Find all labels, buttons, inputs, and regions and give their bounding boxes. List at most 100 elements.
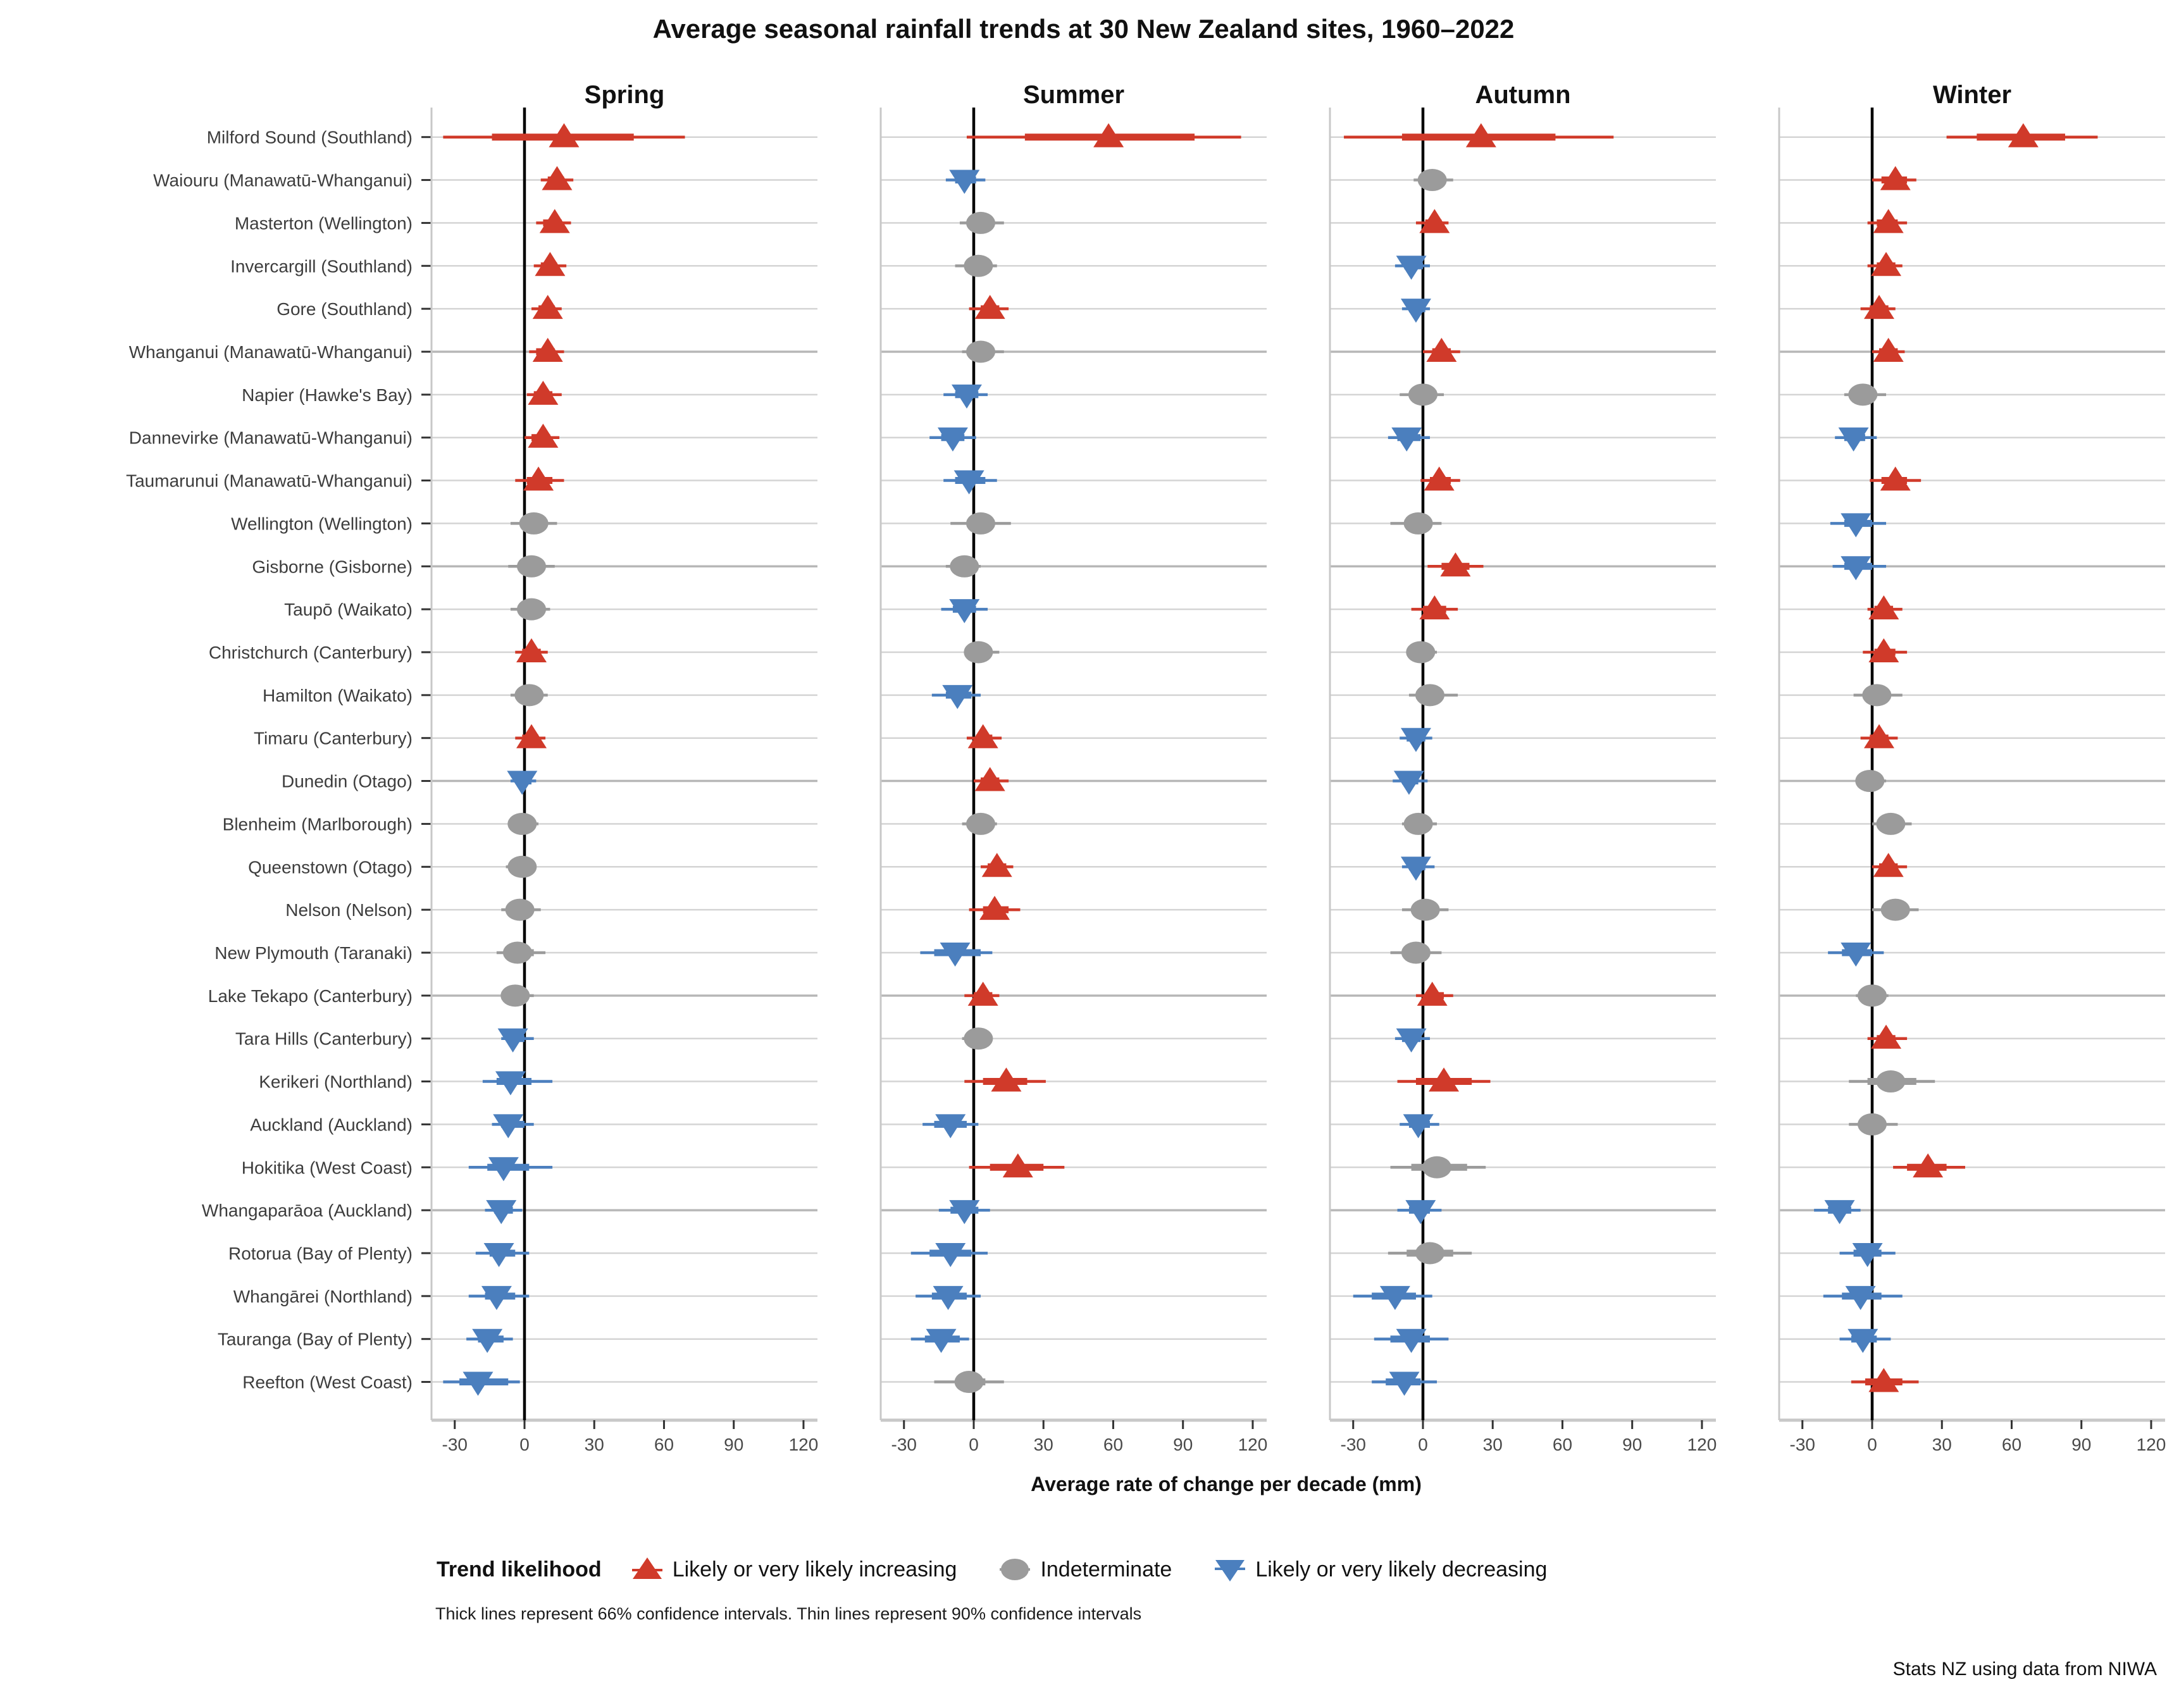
trend-marker-increasing xyxy=(532,337,563,362)
x-tick-label: 60 xyxy=(654,1435,674,1454)
trend-marker-increasing xyxy=(539,209,570,233)
x-tick-label: 60 xyxy=(2002,1435,2021,1454)
trend-marker-indeterminate xyxy=(1876,812,1906,835)
trend-marker-increasing xyxy=(1426,337,1457,362)
trend-marker-indeterminate xyxy=(966,211,996,234)
trend-marker-increasing xyxy=(1873,337,1904,362)
trend-marker-decreasing xyxy=(949,599,980,624)
x-tick-label: 120 xyxy=(789,1435,819,1454)
trend-marker-decreasing xyxy=(1838,427,1869,452)
trend-marker-increasing xyxy=(967,981,998,1006)
site-label: Timaru (Canterbury) xyxy=(254,729,413,748)
trend-marker-increasing xyxy=(1868,595,1899,620)
trend-marker-indeterminate xyxy=(1403,812,1433,835)
trend-marker-decreasing xyxy=(1845,1285,1876,1310)
x-tick-label: 90 xyxy=(724,1435,743,1454)
trend-marker-decreasing xyxy=(940,942,971,967)
x-tick-label: 120 xyxy=(2137,1435,2166,1454)
trend-marker-indeterminate xyxy=(1408,383,1437,406)
trend-marker-indeterminate xyxy=(966,340,996,363)
trend-marker-indeterminate xyxy=(1855,770,1885,793)
trend-marker-decreasing xyxy=(1393,770,1424,795)
trend-marker-decreasing xyxy=(1379,1285,1410,1310)
trend-marker-increasing xyxy=(1424,466,1455,491)
trend-marker-increasing xyxy=(1419,595,1450,620)
trend-marker-increasing xyxy=(979,896,1010,920)
trend-marker-indeterminate xyxy=(1410,898,1440,921)
trend-marker-decreasing xyxy=(937,427,968,452)
trend-marker-decreasing xyxy=(481,1285,512,1310)
trend-marker-decreasing xyxy=(1391,427,1422,452)
x-tick-label: 0 xyxy=(969,1435,979,1454)
trend-marker-increasing xyxy=(528,423,559,448)
trend-marker-indeterminate xyxy=(517,555,547,578)
trend-marker-decreasing xyxy=(949,170,980,194)
site-label: Blenheim (Marlborough) xyxy=(223,814,413,834)
site-label: Whangaparāoa (Auckland) xyxy=(202,1201,413,1220)
trend-marker-indeterminate xyxy=(505,898,535,921)
trend-marker-increasing xyxy=(1417,981,1448,1006)
trend-marker-decreasing xyxy=(1400,727,1431,752)
x-tick-label: 0 xyxy=(1867,1435,1877,1454)
trend-marker-increasing xyxy=(1873,209,1904,233)
x-tick-label: -30 xyxy=(1341,1435,1366,1454)
circle-icon xyxy=(1000,1559,1031,1580)
trend-marker-decreasing xyxy=(463,1371,494,1396)
site-label: Dannevirke (Manawatū-Whanganui) xyxy=(129,428,413,448)
trend-marker-decreasing xyxy=(493,1114,524,1139)
trend-marker-decreasing xyxy=(935,1242,966,1267)
x-tick-label: 0 xyxy=(519,1435,530,1454)
trend-marker-decreasing xyxy=(495,1071,526,1096)
trend-marker-decreasing xyxy=(1389,1371,1420,1396)
x-tick-label: 90 xyxy=(1622,1435,1642,1454)
trend-marker-increasing xyxy=(1093,123,1124,147)
x-tick-label: 30 xyxy=(1932,1435,1952,1454)
x-tick-label: -30 xyxy=(1790,1435,1815,1454)
trend-marker-indeterminate xyxy=(964,254,993,277)
trend-marker-increasing xyxy=(528,380,559,405)
trend-marker-increasing xyxy=(535,252,566,276)
trend-marker-indeterminate xyxy=(1417,169,1447,192)
trend-marker-indeterminate xyxy=(1862,684,1892,707)
trend-marker-decreasing xyxy=(953,470,984,495)
trend-marker-increasing xyxy=(1440,552,1471,577)
trend-marker-indeterminate xyxy=(1857,984,1887,1007)
trend-marker-decreasing xyxy=(1841,513,1872,538)
trend-marker-indeterminate xyxy=(514,684,544,707)
site-label: Rotorua (Bay of Plenty) xyxy=(228,1244,413,1263)
legend-title: Trend likelihood xyxy=(437,1557,602,1581)
site-label: Whangārei (Northland) xyxy=(233,1287,413,1306)
trend-marker-increasing xyxy=(1002,1153,1033,1178)
site-label: Nelson (Nelson) xyxy=(285,900,413,920)
trend-marker-indeterminate xyxy=(500,984,530,1007)
trend-marker-indeterminate xyxy=(966,512,996,535)
trend-marker-increasing xyxy=(1913,1153,1944,1178)
trend-marker-increasing xyxy=(1864,295,1895,319)
triangle-down-icon xyxy=(1215,1560,1246,1581)
trend-marker-indeterminate xyxy=(507,812,537,835)
x-axis-label: Average rate of change per decade (mm) xyxy=(1031,1473,1422,1495)
trend-marker-decreasing xyxy=(1847,1328,1878,1353)
site-label: Invercargill (Southland) xyxy=(230,256,413,276)
x-tick-label: -30 xyxy=(442,1435,468,1454)
trend-marker-increasing xyxy=(1873,853,1904,877)
trend-marker-decreasing xyxy=(1396,1028,1427,1053)
trend-marker-indeterminate xyxy=(964,1027,993,1050)
trend-marker-increasing xyxy=(516,638,547,662)
site-label: Napier (Hawke's Bay) xyxy=(242,385,413,405)
site-label: Reefton (West Coast) xyxy=(242,1373,413,1392)
trend-marker-decreasing xyxy=(1824,1200,1855,1225)
trend-marker-decreasing xyxy=(949,1200,980,1225)
trend-marker-indeterminate xyxy=(1415,684,1445,707)
trend-marker-decreasing xyxy=(1841,556,1872,581)
x-tick-label: 90 xyxy=(2071,1435,2091,1454)
trend-marker-increasing xyxy=(1871,252,1902,276)
trend-marker-increasing xyxy=(967,724,998,748)
trend-marker-indeterminate xyxy=(1406,641,1436,664)
trend-marker-increasing xyxy=(981,853,1012,877)
trend-marker-increasing xyxy=(516,724,547,748)
site-label: Hokitika (West Coast) xyxy=(242,1158,413,1177)
trend-marker-decreasing xyxy=(488,1157,519,1182)
trend-marker-indeterminate xyxy=(1876,1070,1906,1093)
trend-marker-decreasing xyxy=(1396,1328,1427,1353)
